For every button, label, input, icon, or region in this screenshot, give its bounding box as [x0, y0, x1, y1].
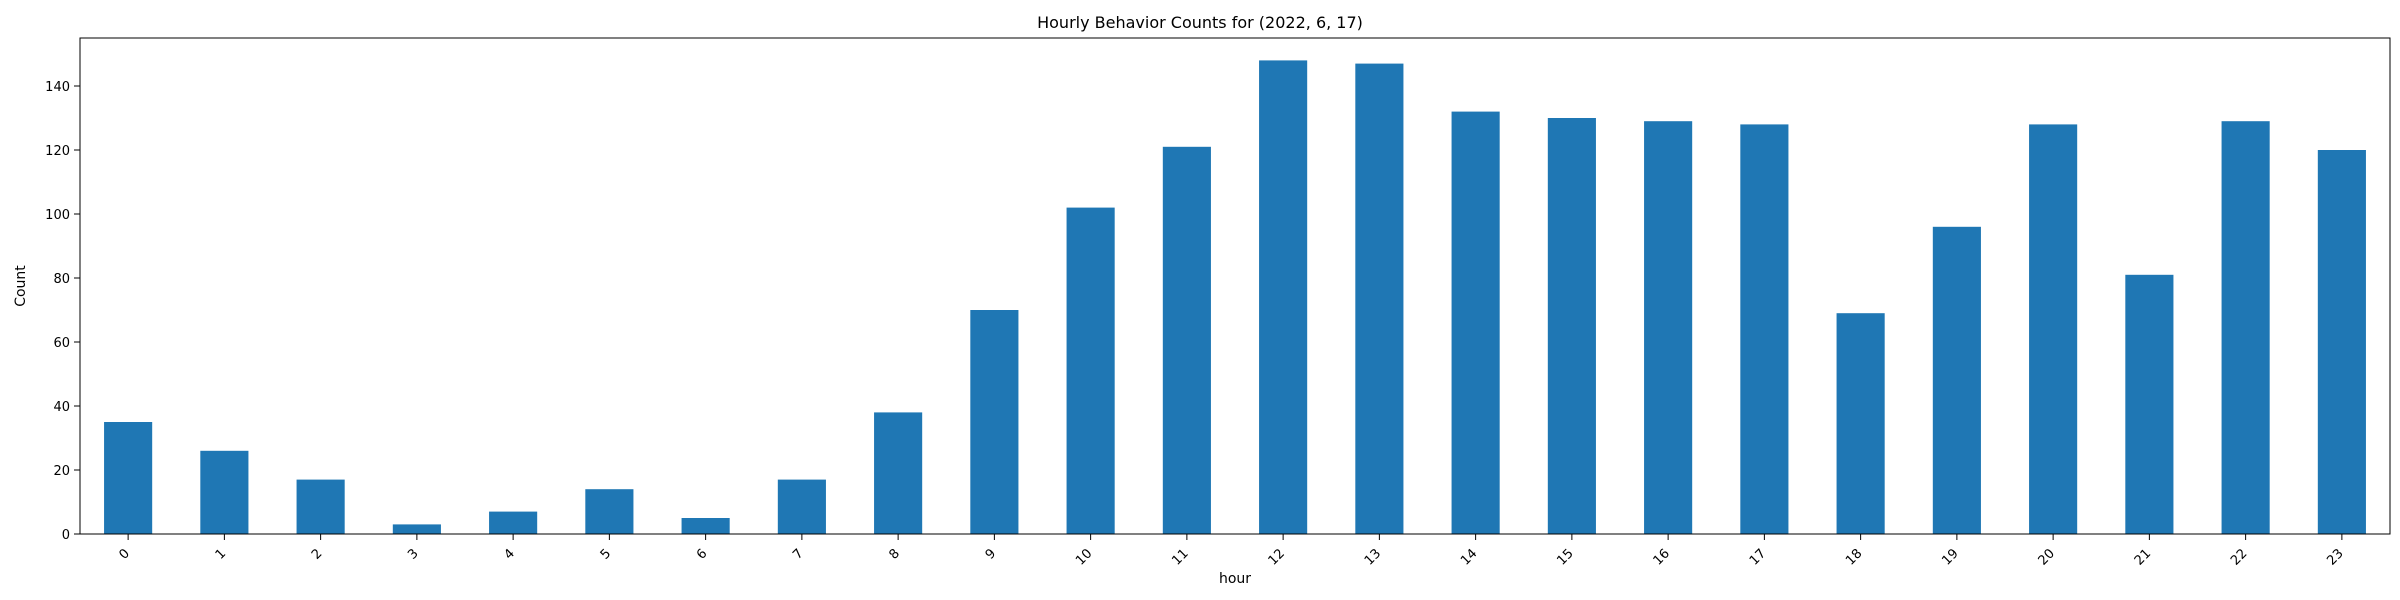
x-tick-label: 16	[1651, 546, 1673, 568]
bar-hour-2	[296, 479, 345, 534]
bar-hour-16	[1644, 121, 1693, 534]
y-tick-label: 40	[53, 400, 70, 415]
y-tick-label: 0	[62, 528, 70, 543]
bar-hour-7	[777, 479, 826, 534]
x-tick-label: 18	[1843, 546, 1865, 568]
x-axis-ticks: 0 1 2 3 4 5 6 7 8 9 10 11 12 13 14 15 16 17 18 19 20 21 22 23	[116, 534, 2347, 569]
bar-hour-19	[1932, 226, 1981, 535]
x-tick-label: 7	[790, 546, 806, 562]
x-tick-label: 15	[1554, 546, 1576, 568]
x-tick-label: 4	[501, 546, 517, 562]
x-tick-label: 17	[1747, 546, 1769, 568]
x-tick-label: 20	[2036, 546, 2058, 568]
x-tick-label: 1	[213, 546, 229, 562]
x-axis-label: hour	[1219, 571, 1251, 587]
bar-hour-21	[2125, 274, 2174, 534]
y-axis-label: Count	[13, 265, 29, 307]
x-tick-label: 8	[886, 546, 902, 562]
bar-hour-11	[1162, 146, 1211, 535]
x-tick-label: 0	[116, 546, 132, 562]
x-tick-label: 19	[1939, 546, 1961, 568]
x-tick-label: 21	[2132, 546, 2154, 568]
bar-hour-18	[1836, 313, 1885, 534]
bar-hour-15	[1547, 118, 1596, 534]
plot-frame	[79, 37, 2391, 535]
bar-hour-20	[2029, 124, 2078, 535]
x-tick-label: 14	[1458, 546, 1480, 568]
y-tick-label: 60	[53, 336, 70, 351]
bars-group	[104, 60, 2366, 535]
bar-hour-6	[681, 518, 730, 534]
y-tick-label: 140	[45, 80, 70, 95]
bar-hour-9	[970, 310, 1019, 534]
bar-hour-23	[2317, 150, 2366, 534]
x-tick-label: 5	[598, 546, 614, 562]
bar-hour-1	[200, 450, 249, 534]
x-tick-label: 11	[1169, 546, 1191, 568]
y-tick-label: 20	[53, 464, 70, 479]
x-tick-label: 3	[405, 546, 421, 562]
x-tick-label: 2	[309, 546, 325, 562]
y-axis-ticks: 0 20 40 60 80 100 120 140	[45, 80, 80, 543]
y-tick-label: 80	[53, 272, 70, 287]
x-tick-label: 13	[1362, 546, 1384, 568]
bar-hour-22	[2221, 121, 2270, 534]
bar-hour-0	[104, 422, 153, 534]
bar-hour-8	[874, 412, 923, 534]
bar-hour-5	[585, 489, 634, 534]
x-tick-label: 12	[1266, 546, 1288, 568]
x-tick-label: 6	[694, 546, 710, 562]
bar-hour-3	[392, 524, 441, 534]
bar-hour-10	[1066, 207, 1115, 534]
bar-hour-4	[489, 511, 538, 534]
y-tick-label: 120	[45, 144, 70, 159]
y-tick-label: 100	[45, 208, 70, 223]
x-tick-label: 23	[2324, 546, 2346, 568]
bar-hour-17	[1740, 124, 1789, 535]
x-tick-label: 22	[2228, 546, 2250, 568]
bar-hour-12	[1259, 60, 1308, 535]
bar-hour-13	[1355, 63, 1404, 534]
bar-hour-14	[1451, 111, 1500, 534]
x-tick-label: 10	[1073, 546, 1095, 568]
x-tick-label: 9	[983, 546, 999, 562]
chart-title: Hourly Behavior Counts for (2022, 6, 17)	[1037, 13, 1363, 32]
